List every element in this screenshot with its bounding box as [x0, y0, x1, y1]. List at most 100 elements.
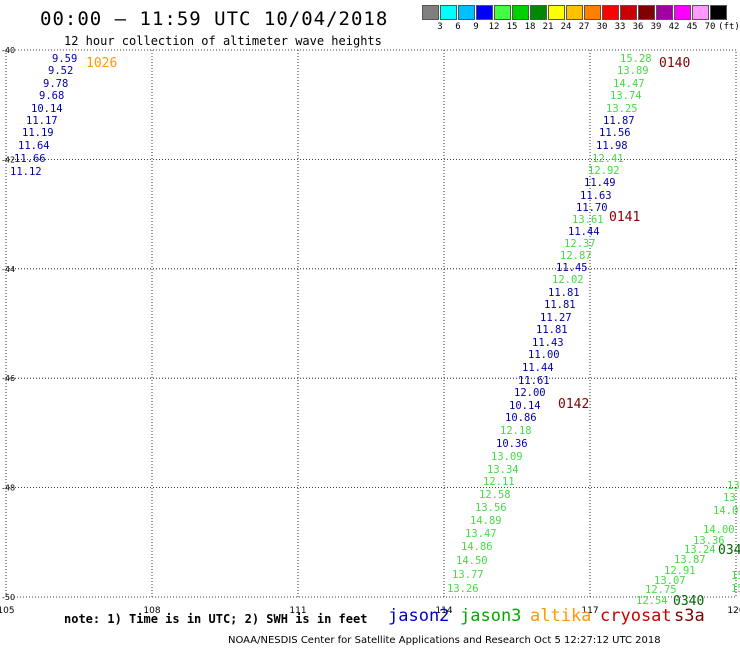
colorbar-unit: (ft): [718, 22, 740, 32]
swh-value: 12.18: [500, 425, 532, 437]
swh-value: 12.58: [479, 489, 511, 501]
swh-value: 11.61: [518, 375, 550, 387]
swh-value: 14.00: [703, 524, 735, 536]
swh-value: 11.64: [18, 140, 50, 152]
colorbar-label: 21: [542, 22, 554, 32]
colorbar-label: 27: [578, 22, 590, 32]
lon-tick-label: 105: [0, 606, 15, 616]
colorbar-swatch: [494, 5, 511, 20]
colorbar-swatch: [512, 5, 529, 20]
swh-value: 11.87: [603, 115, 635, 127]
swh-value: 11.81: [544, 299, 576, 311]
time-labels: 1026 0140 0141 0142 0340 034: [86, 56, 740, 609]
colorbar-swatch: [656, 5, 673, 20]
lon-tick-label: 114: [435, 606, 452, 616]
colorbar-label: 45: [686, 22, 698, 32]
pass-time-label: 1026: [86, 56, 117, 71]
colorbar-label: 3: [437, 22, 443, 32]
swh-value: 11.19: [22, 127, 54, 139]
swh-value: 13.34: [487, 464, 519, 476]
colorbar-label: 24: [560, 22, 572, 32]
pass-time-label: 0141: [609, 210, 640, 225]
swh-value: 11.17: [26, 115, 58, 127]
swh-value: 13.36: [693, 535, 725, 547]
swh-value: 13: [723, 492, 736, 504]
swh-value: 10.36: [496, 438, 528, 450]
map-grid: [5, 49, 737, 598]
lon-tick-label: 117: [581, 606, 598, 616]
swh-value: 14.50: [456, 555, 488, 567]
colorbar-swatch: [458, 5, 475, 20]
lat-tick-label: -46: [2, 374, 15, 383]
colorbar-swatch: [476, 5, 493, 20]
colorbar-swatch: [548, 5, 565, 20]
swh-value: 13.24: [684, 544, 716, 556]
credit-line: NOAA/NESDIS Center for Satellite Applica…: [228, 635, 661, 646]
swh-value: 15.28: [620, 53, 652, 65]
colorbar-label: 6: [455, 22, 461, 32]
colorbar-swatch: [674, 5, 691, 20]
swh-value: 11.63: [580, 190, 612, 202]
swh-value: 14.0: [713, 505, 738, 517]
swh-value: 11.27: [540, 312, 572, 324]
lon-tick-label: 108: [143, 606, 160, 616]
swh-value: 12.87: [560, 250, 592, 262]
swh-value: 12.91: [664, 565, 696, 577]
swh-value: 14.89: [470, 515, 502, 527]
lat-tick-label: -50: [2, 593, 15, 602]
swh-value: 12.37: [564, 238, 596, 250]
swh-value: 11.43: [532, 337, 564, 349]
colorbar-label: 12: [488, 22, 500, 32]
lon-tick-label: 111: [289, 606, 306, 616]
lon-tick-label: 120: [727, 606, 740, 616]
swh-value: 13.47: [465, 528, 497, 540]
colorbar-swatch: [530, 5, 547, 20]
lat-tick-label: -40: [2, 46, 15, 55]
plot-border: [5, 49, 737, 598]
lat-tick-label: -44: [2, 265, 15, 274]
swh-value: 13.77: [452, 569, 484, 581]
pass-time-label: 0142: [558, 397, 589, 412]
swh-value: 10.14: [509, 400, 541, 412]
legend-jason2: jason2: [388, 606, 450, 626]
swh-value: 11.98: [596, 140, 628, 152]
colorbar-swatch: [566, 5, 583, 20]
swh-value: 14.86: [461, 541, 493, 553]
legend-cryosat: cryosat: [600, 606, 672, 626]
swh-value: 14.47: [613, 78, 645, 90]
colorbar-label: 42: [668, 22, 680, 32]
swh-value: 12.41: [592, 153, 624, 165]
swh-value: 10.86: [505, 412, 537, 424]
colorbar-label: 9: [473, 22, 479, 32]
colorbar-swatch: [710, 5, 727, 20]
colorbar-label: 15: [506, 22, 518, 32]
swh-value: 13.09: [491, 451, 523, 463]
map-subtitle: 12 hour collection of altimeter wave hei…: [64, 34, 382, 48]
swh-value: 12.02: [552, 274, 584, 286]
swh-value: 13: [727, 480, 740, 492]
swh-value: 9.68: [39, 90, 64, 102]
axis-ticks: 105 108 111 114 117 120 -40 -42 -44 -46 -48 -50: [0, 46, 740, 616]
swh-value: 9.52: [48, 65, 73, 77]
colorbar-swatch: [638, 5, 655, 20]
swh-value: 13.07: [654, 575, 686, 587]
swh-value: 15: [731, 570, 740, 582]
swh-value: 12.00: [514, 387, 546, 399]
pass-time-label: 0340: [673, 594, 704, 609]
swh-value: 11.44: [522, 362, 554, 374]
swh-value: 11.81: [548, 287, 580, 299]
swh-value: 11.56: [599, 127, 631, 139]
swh-value: 13.56: [475, 502, 507, 514]
swh-value: 13.25: [606, 103, 638, 115]
colorbar-label: 33: [614, 22, 626, 32]
colorbar-label: 70: [704, 22, 716, 32]
swh-value: 11.81: [536, 324, 568, 336]
colorbar-label: 39: [650, 22, 662, 32]
colorbar-swatch: [584, 5, 601, 20]
swh-value: 13.74: [610, 90, 642, 102]
legend-jason3: jason3: [460, 606, 522, 626]
colorbar-swatch: [692, 5, 709, 20]
swh-value: 13.89: [617, 65, 649, 77]
map-title: 00:00 – 11:59 UTC 10/04/2018: [40, 8, 389, 30]
